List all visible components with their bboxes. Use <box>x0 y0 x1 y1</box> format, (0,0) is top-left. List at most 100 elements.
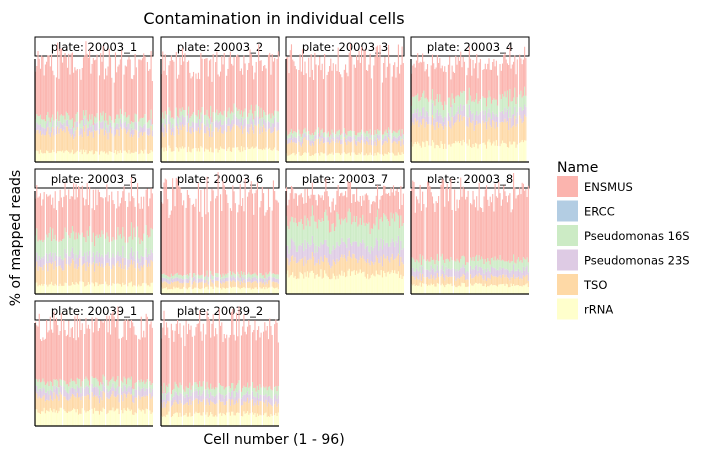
bar-segment <box>235 107 238 118</box>
bar-segment <box>389 63 391 130</box>
bar-segment <box>71 258 73 283</box>
bar-segment <box>467 100 469 118</box>
bar-segment <box>98 134 101 155</box>
bar-segment <box>321 138 323 153</box>
bar-segment <box>500 260 502 270</box>
cell-bar <box>499 193 501 294</box>
bar-segment <box>75 282 77 294</box>
bar-segment <box>109 151 112 162</box>
cell-bar <box>178 74 180 162</box>
bar-segment <box>510 212 512 262</box>
bar-segment <box>207 212 209 277</box>
bar-segment <box>308 57 310 132</box>
bar-segment <box>201 274 203 279</box>
bar-segment <box>57 111 59 122</box>
bar-segment <box>311 235 313 253</box>
bar-segment <box>172 289 174 294</box>
cell-bar <box>435 67 437 162</box>
bar-segment <box>369 53 371 130</box>
bar-segment <box>495 121 497 141</box>
cell-bar <box>294 66 296 162</box>
bar-segment <box>150 227 152 250</box>
bar-segment <box>144 131 146 150</box>
bar-segment <box>208 136 211 152</box>
bar-segment <box>402 276 404 294</box>
bar-segment <box>46 392 48 400</box>
bar-segment <box>239 129 241 153</box>
bar-segment <box>81 137 83 155</box>
cell-bar <box>400 185 402 294</box>
bar-segment <box>277 283 279 290</box>
bar-segment <box>91 208 93 243</box>
bar-segment <box>472 100 474 113</box>
bar-segment <box>275 287 277 294</box>
bar-segment <box>509 287 511 294</box>
bar-segment <box>179 400 181 413</box>
bar-segment <box>431 54 434 90</box>
bar-segment <box>82 256 85 265</box>
bar-segment <box>349 43 352 131</box>
bar-segment <box>237 111 239 120</box>
bar-segment <box>42 127 44 134</box>
bar-segment <box>324 142 326 154</box>
bar-segment <box>170 273 172 278</box>
bar-segment <box>48 386 50 395</box>
bar-segment <box>138 395 140 409</box>
cell-bar <box>298 70 300 162</box>
bar-segment <box>311 182 313 206</box>
bar-segment <box>71 196 73 227</box>
bar-segment <box>164 417 166 426</box>
cell-bar <box>402 193 404 294</box>
bar-segment <box>519 115 521 143</box>
bar-segment <box>300 259 302 274</box>
bar-segment <box>450 128 452 147</box>
bar-segment <box>210 286 212 294</box>
bar-segment <box>62 130 64 151</box>
bar-segment <box>95 117 97 124</box>
cell-bar <box>101 61 103 162</box>
bar-segment <box>399 228 401 255</box>
bar-segment <box>43 264 45 285</box>
cell-bar <box>70 328 72 426</box>
bar-segment <box>414 67 416 96</box>
bar-segment <box>479 143 481 162</box>
bar-segment <box>162 327 164 394</box>
bar-segment <box>116 320 118 380</box>
bar-segment <box>249 287 251 294</box>
bar-segment <box>516 270 518 278</box>
bar-segment <box>204 276 206 281</box>
cell-bar <box>490 69 493 162</box>
bar-segment <box>440 256 442 270</box>
bar-segment <box>197 127 199 149</box>
cell-bar <box>335 204 337 294</box>
bar-segment <box>433 259 435 269</box>
bar-segment <box>425 277 427 285</box>
bar-segment <box>391 76 393 134</box>
bar-segment <box>69 382 71 390</box>
bar-segment <box>191 127 193 149</box>
bar-segment <box>494 256 496 269</box>
bar-segment <box>484 63 486 98</box>
bar-segment <box>46 399 48 411</box>
bar-segment <box>373 200 375 224</box>
cell-bar <box>204 58 206 162</box>
bar-segment <box>320 152 322 162</box>
bar-segment <box>253 289 255 294</box>
bar-segment <box>207 123 209 131</box>
bar-segment <box>134 129 136 152</box>
cell-bar <box>112 200 114 294</box>
bar-segment <box>55 317 58 380</box>
bar-segment <box>237 276 239 281</box>
bar-segment <box>363 222 365 244</box>
cell-bar <box>270 74 272 162</box>
bar-segment <box>360 258 363 274</box>
bar-segment <box>130 222 132 248</box>
bar-segment <box>89 409 91 426</box>
bar-segment <box>297 205 299 227</box>
cell-bar <box>43 192 45 294</box>
bar-segment <box>180 148 182 162</box>
cell-bar <box>201 216 203 294</box>
bar-segment <box>76 197 78 239</box>
bar-segment <box>94 263 96 272</box>
bar-segment <box>50 256 53 265</box>
